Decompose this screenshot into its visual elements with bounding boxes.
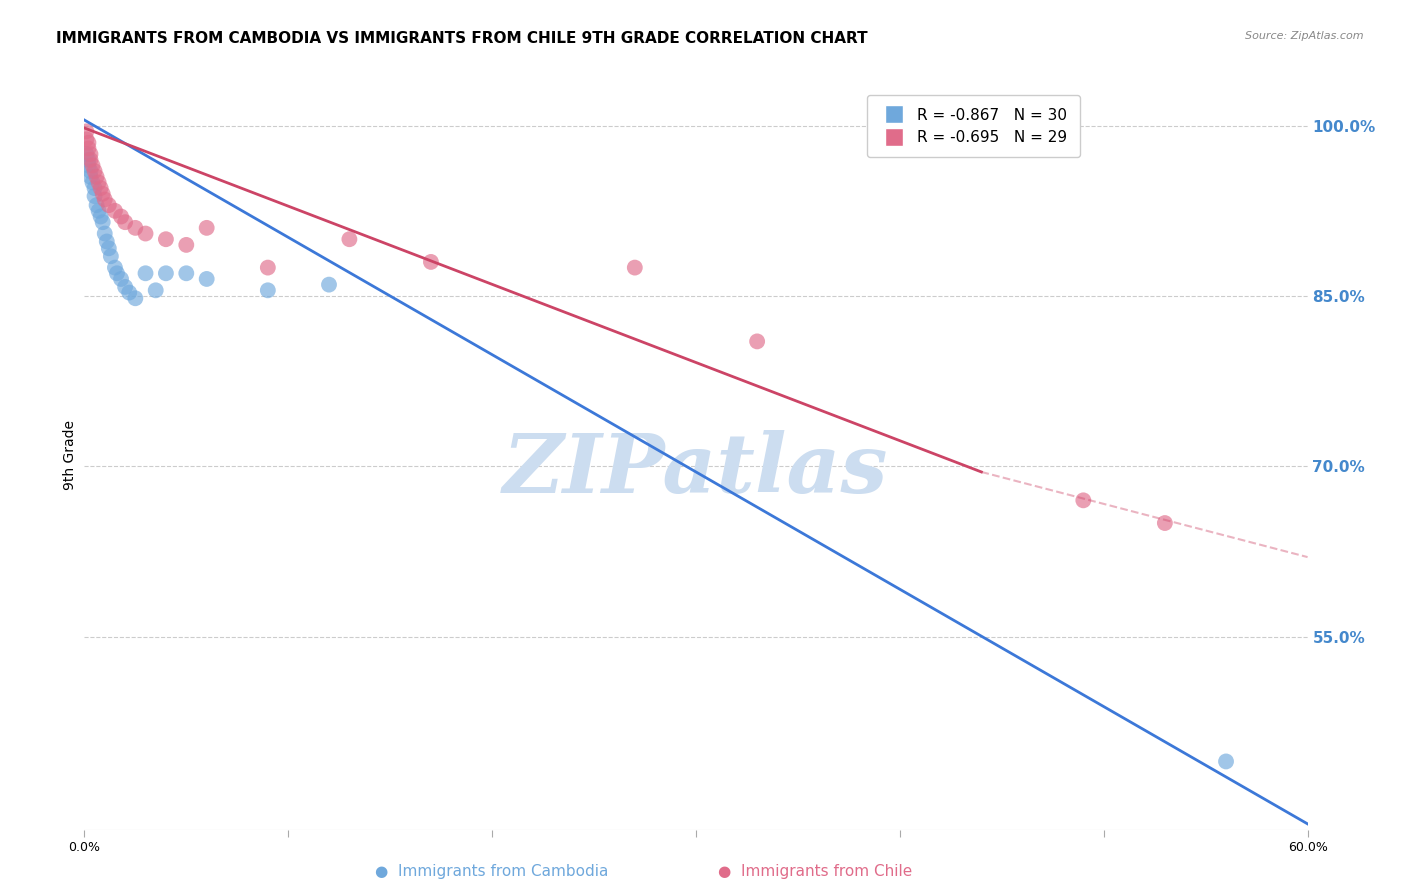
Point	[195, 272, 218, 286]
Point	[82, 176, 104, 190]
Point	[105, 266, 128, 280]
Point	[114, 280, 136, 294]
Point	[174, 266, 197, 280]
Point	[97, 198, 120, 212]
Point	[155, 266, 177, 280]
Point	[1215, 755, 1237, 769]
Point	[90, 210, 112, 224]
Point	[83, 181, 105, 195]
Point	[747, 334, 769, 349]
Point	[87, 203, 110, 218]
Point	[82, 158, 104, 172]
Legend: R = -0.867   N = 30, R = -0.695   N = 29: R = -0.867 N = 30, R = -0.695 N = 29	[868, 95, 1080, 158]
Point	[93, 227, 115, 241]
Point	[104, 203, 127, 218]
Point	[195, 220, 218, 235]
Point	[83, 189, 105, 203]
Point	[100, 249, 122, 263]
Point	[75, 124, 97, 138]
Point	[87, 176, 110, 190]
Point	[155, 232, 177, 246]
Point	[104, 260, 127, 275]
Point	[118, 285, 141, 300]
Point	[75, 132, 97, 146]
Point	[135, 266, 157, 280]
Point	[79, 164, 101, 178]
Point	[77, 141, 100, 155]
Point	[96, 235, 118, 249]
Text: ●  Immigrants from Chile: ● Immigrants from Chile	[718, 864, 912, 879]
Point	[624, 260, 647, 275]
Point	[257, 260, 280, 275]
Point	[110, 272, 132, 286]
Point	[77, 158, 100, 172]
Point	[86, 169, 108, 184]
Point	[124, 220, 146, 235]
Point	[97, 241, 120, 255]
Point	[174, 238, 197, 252]
Point	[420, 255, 443, 269]
Point	[1073, 493, 1095, 508]
Point	[257, 283, 280, 297]
Point	[124, 291, 146, 305]
Text: IMMIGRANTS FROM CAMBODIA VS IMMIGRANTS FROM CHILE 9TH GRADE CORRELATION CHART: IMMIGRANTS FROM CAMBODIA VS IMMIGRANTS F…	[56, 31, 868, 46]
Point	[86, 198, 108, 212]
Point	[1154, 516, 1177, 530]
Point	[91, 186, 114, 201]
Point	[91, 215, 114, 229]
Point	[339, 232, 361, 246]
Point	[93, 193, 115, 207]
Y-axis label: 9th Grade: 9th Grade	[63, 420, 77, 490]
Point	[75, 147, 97, 161]
Text: ●  Immigrants from Cambodia: ● Immigrants from Cambodia	[375, 864, 609, 879]
Text: ZIPatlas: ZIPatlas	[503, 430, 889, 510]
Point	[79, 153, 101, 167]
Point	[79, 169, 101, 184]
Point	[135, 227, 157, 241]
Point	[77, 153, 100, 167]
Point	[145, 283, 167, 297]
Point	[114, 215, 136, 229]
Text: Source: ZipAtlas.com: Source: ZipAtlas.com	[1246, 31, 1364, 41]
Point	[79, 147, 101, 161]
Point	[77, 136, 100, 150]
Point	[110, 210, 132, 224]
Point	[83, 164, 105, 178]
Point	[318, 277, 340, 292]
Point	[90, 181, 112, 195]
